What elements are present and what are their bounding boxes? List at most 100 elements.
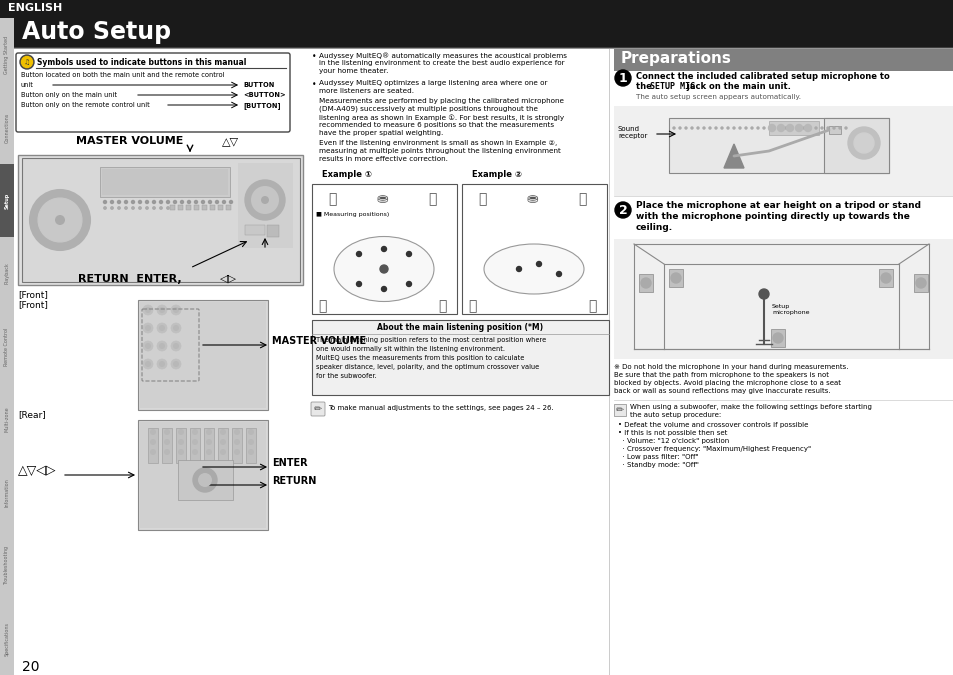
- Circle shape: [714, 127, 717, 129]
- Text: The auto setup screen appears automatically.: The auto setup screen appears automatica…: [636, 94, 801, 100]
- Circle shape: [172, 325, 179, 331]
- Bar: [14, 48, 953, 49]
- Circle shape: [406, 281, 411, 286]
- Text: ♫: ♫: [24, 59, 30, 65]
- Circle shape: [159, 343, 165, 349]
- Bar: [614, 404, 625, 416]
- Bar: [828, 126, 841, 134]
- FancyBboxPatch shape: [16, 53, 290, 132]
- Circle shape: [220, 449, 226, 455]
- Text: Specifications: Specifications: [5, 622, 10, 655]
- Bar: [614, 106, 953, 196]
- Circle shape: [230, 200, 233, 203]
- Text: Audyssey MultEQ optimizes a large listening area where one or: Audyssey MultEQ optimizes a large listen…: [318, 80, 547, 86]
- Circle shape: [684, 127, 686, 129]
- Bar: [614, 239, 953, 359]
- Circle shape: [167, 200, 170, 203]
- Circle shape: [739, 127, 740, 129]
- Circle shape: [152, 207, 155, 209]
- Circle shape: [690, 127, 692, 129]
- Text: for the subwoofer.: for the subwoofer.: [315, 373, 376, 379]
- Circle shape: [697, 127, 699, 129]
- Text: measuring at multiple points throughout the listening environment: measuring at multiple points throughout …: [318, 148, 560, 154]
- Circle shape: [762, 127, 764, 129]
- Text: ⌕: ⌕: [477, 192, 486, 206]
- Bar: [312, 320, 608, 334]
- Circle shape: [757, 127, 759, 129]
- Bar: [0, 383, 14, 456]
- Circle shape: [38, 198, 82, 242]
- Text: Setup
microphone: Setup microphone: [771, 304, 809, 315]
- Text: back or wall as sound reflections may give inaccurate results.: back or wall as sound reflections may gi…: [614, 388, 830, 394]
- Text: jack on the main unit.: jack on the main unit.: [683, 82, 790, 91]
- Circle shape: [171, 341, 181, 351]
- Text: Setup: Setup: [5, 192, 10, 209]
- Circle shape: [915, 278, 925, 288]
- Text: Button only on the remote control unit: Button only on the remote control unit: [21, 102, 150, 108]
- Text: ⌕: ⌕: [437, 299, 446, 313]
- Text: Multi-zone: Multi-zone: [5, 406, 10, 432]
- Circle shape: [821, 127, 822, 129]
- Circle shape: [192, 429, 198, 435]
- Text: Example ①: Example ①: [322, 170, 372, 179]
- Circle shape: [157, 323, 167, 333]
- Text: SETUP MIC: SETUP MIC: [649, 82, 695, 91]
- Text: the auto setup procedure:: the auto setup procedure:: [629, 412, 720, 418]
- Bar: [178, 205, 183, 210]
- Bar: [770, 329, 784, 347]
- Bar: [312, 184, 456, 314]
- Text: Information: Information: [5, 478, 10, 507]
- Bar: [170, 205, 174, 210]
- Bar: [0, 18, 14, 90]
- Circle shape: [145, 343, 151, 349]
- Text: Be sure that the path from microphone to the speakers is not: Be sure that the path from microphone to…: [614, 372, 828, 378]
- Bar: [22, 158, 299, 282]
- Text: To make manual adjustments to the settings, see pages 24 – 26.: To make manual adjustments to the settin…: [328, 405, 553, 411]
- Circle shape: [784, 127, 786, 129]
- Circle shape: [111, 200, 113, 203]
- Text: ⌕: ⌕: [578, 192, 585, 206]
- Circle shape: [193, 468, 216, 492]
- Text: Audyssey MultEQ® automatically measures the acoustical problems: Audyssey MultEQ® automatically measures …: [318, 52, 566, 59]
- Circle shape: [117, 207, 120, 209]
- Circle shape: [808, 127, 810, 129]
- Circle shape: [245, 180, 285, 220]
- Circle shape: [803, 124, 811, 132]
- Bar: [668, 118, 888, 173]
- Circle shape: [206, 439, 212, 445]
- Text: results in more effective correction.: results in more effective correction.: [318, 156, 447, 162]
- Bar: [140, 302, 266, 408]
- Circle shape: [143, 359, 152, 369]
- Circle shape: [233, 439, 240, 445]
- Bar: [0, 0, 100, 18]
- Circle shape: [145, 307, 151, 313]
- Circle shape: [220, 439, 226, 445]
- Text: △▽: △▽: [222, 136, 239, 146]
- Text: RETURN  ENTER,: RETURN ENTER,: [78, 274, 182, 284]
- Bar: [823, 118, 888, 173]
- Circle shape: [720, 127, 722, 129]
- Bar: [245, 225, 265, 235]
- Circle shape: [790, 127, 792, 129]
- Ellipse shape: [334, 236, 434, 302]
- Circle shape: [206, 429, 212, 435]
- Bar: [210, 205, 214, 210]
- Text: ■ Measuring positions): ■ Measuring positions): [315, 212, 389, 217]
- Circle shape: [261, 196, 269, 204]
- Text: blocked by objects. Avoid placing the microphone close to a seat: blocked by objects. Avoid placing the mi…: [614, 380, 841, 386]
- Circle shape: [178, 439, 184, 445]
- Circle shape: [150, 439, 156, 445]
- Circle shape: [233, 429, 240, 435]
- Text: ceiling.: ceiling.: [636, 223, 673, 232]
- Text: Preparations: Preparations: [620, 51, 731, 66]
- Circle shape: [150, 429, 156, 435]
- Circle shape: [832, 127, 834, 129]
- Text: Sound
receptor: Sound receptor: [618, 126, 647, 139]
- Text: ✏: ✏: [314, 404, 322, 414]
- Circle shape: [160, 207, 162, 209]
- Text: Button only on the main unit: Button only on the main unit: [21, 92, 117, 98]
- Circle shape: [132, 207, 134, 209]
- Bar: [138, 300, 268, 410]
- Circle shape: [248, 449, 253, 455]
- Circle shape: [171, 359, 181, 369]
